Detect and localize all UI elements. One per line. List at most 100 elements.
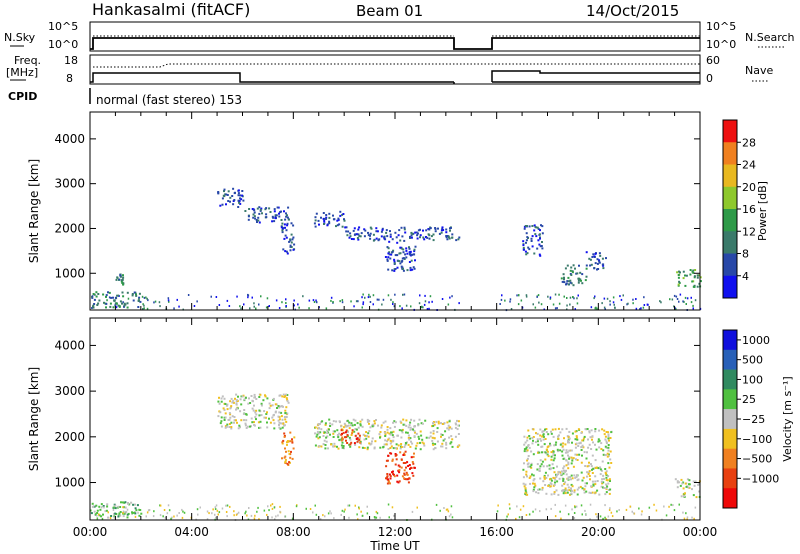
velocity-echo-cell: [530, 464, 533, 466]
velocity-echo-cell: [406, 431, 409, 434]
power-ground-speckle: [143, 296, 146, 299]
velocity-echo-cell: [566, 491, 569, 494]
power-echo-cell: [120, 279, 123, 282]
velocity-echo-cell: [528, 477, 531, 479]
velocity-echo-cell: [561, 428, 564, 431]
velocity-echo-cell: [455, 423, 457, 426]
velocity-echo-cell: [560, 473, 563, 476]
noise-tick-bottom: 10^0: [48, 38, 78, 51]
velocity-echo-cell: [392, 473, 395, 476]
velocity-echo-cell: [289, 456, 292, 459]
velocity-echo-cell: [449, 442, 452, 445]
velocity-ground-speckle: [605, 518, 607, 520]
velocity-echo-cell: [286, 443, 288, 446]
power-echo-cell: [367, 231, 369, 234]
velocity-ytick-label: 4000: [54, 338, 85, 352]
velocity-echo-cell: [371, 425, 374, 428]
power-echo-cell: [227, 200, 230, 202]
velocity-echo-cell: [444, 430, 447, 433]
velocity-echo-cell: [389, 482, 391, 485]
velocity-echo-cell: [321, 420, 324, 423]
velocity-echo-cell: [377, 424, 379, 427]
velocity-echo-cell: [235, 399, 238, 402]
velocity-echo-cell: [541, 460, 544, 463]
velocity-ground-speckle: [164, 516, 167, 519]
velocity-echo-cell: [591, 480, 594, 483]
velocity-echo-cell: [577, 486, 580, 489]
power-echo-cell: [445, 235, 448, 237]
velocity-ground-speckle: [340, 513, 342, 516]
power-ground-speckle: [554, 293, 557, 296]
power-echo-cell: [410, 236, 413, 239]
power-echo-cell: [339, 214, 342, 217]
velocity-cbar-cell: [723, 428, 737, 449]
power-ground-speckle: [675, 307, 677, 310]
power-echo-cell: [567, 280, 570, 283]
velocity-echo-cell: [399, 420, 402, 423]
power-ground-speckle: [369, 295, 371, 298]
velocity-echo-cell: [336, 445, 338, 448]
velocity-echo-cell: [570, 490, 573, 493]
power-echo-cell: [284, 234, 287, 237]
velocity-echo-cell: [282, 422, 285, 425]
power-echo-cell: [238, 201, 241, 204]
velocity-ground-speckle: [182, 510, 184, 513]
velocity-echo-cell: [557, 435, 559, 438]
power-echo-cell: [120, 280, 123, 283]
velocity-echo-cell: [529, 475, 532, 478]
power-echo-cell: [458, 236, 461, 239]
power-echo-cell: [98, 299, 101, 302]
velocity-echo-cell: [603, 429, 606, 432]
power-echo-cell: [570, 274, 573, 276]
velocity-ground-speckle: [122, 511, 124, 514]
power-ground-speckle: [536, 295, 538, 298]
power-ground-speckle: [364, 296, 366, 299]
velocity-echo-cell: [316, 430, 319, 433]
velocity-echo-cell: [333, 430, 336, 433]
velocity-ground-speckle: [668, 505, 670, 508]
velocity-ground-speckle: [96, 514, 98, 517]
power-echo-cell: [265, 216, 268, 219]
velocity-echo-cell: [332, 432, 335, 435]
power-echo-cell: [441, 226, 444, 229]
power-echo-cell: [696, 274, 699, 277]
velocity-ground-speckle: [250, 514, 253, 517]
power-echo-cell: [318, 223, 320, 226]
velocity-echo-cell: [590, 485, 593, 488]
velocity-ground-speckle: [673, 509, 676, 512]
velocity-echo-cell: [346, 419, 349, 422]
velocity-cbar-cell: [723, 448, 737, 469]
velocity-echo-cell: [239, 410, 242, 413]
power-echo-cell: [336, 219, 339, 222]
velocity-echo-cell: [688, 479, 691, 482]
velocity-echo-cell: [254, 411, 257, 414]
velocity-echo-cell: [288, 461, 291, 464]
power-echo-cell: [258, 206, 261, 209]
power-ground-speckle: [640, 307, 642, 310]
power-ground-speckle: [449, 296, 451, 299]
velocity-ground-speckle: [599, 515, 602, 518]
velocity-echo-cell: [346, 425, 349, 427]
power-echo-cell: [332, 218, 335, 221]
velocity-echo-cell: [391, 459, 394, 462]
power-echo-cell: [409, 237, 411, 239]
power-ground-speckle: [143, 304, 145, 307]
velocity-echo-cell: [349, 424, 352, 427]
velocity-echo-cell: [342, 446, 345, 449]
power-echo-cell: [292, 248, 295, 251]
velocity-echo-cell: [253, 404, 255, 407]
velocity-echo-cell: [587, 446, 590, 449]
velocity-echo-cell: [387, 438, 390, 441]
velocity-ground-speckle: [270, 504, 272, 507]
velocity-ground-speckle: [416, 506, 418, 509]
velocity-echo-cell: [564, 443, 567, 446]
velocity-echo-cell: [454, 426, 457, 429]
velocity-echo-cell: [522, 476, 525, 479]
velocity-echo-cell: [599, 466, 602, 469]
power-echo-cell: [332, 214, 334, 217]
power-echo-cell: [540, 224, 542, 227]
velocity-echo-cell: [324, 444, 327, 446]
velocity-echo-cell: [230, 421, 233, 424]
velocity-echo-cell: [539, 434, 542, 437]
power-cbar-cell: [723, 186, 737, 210]
